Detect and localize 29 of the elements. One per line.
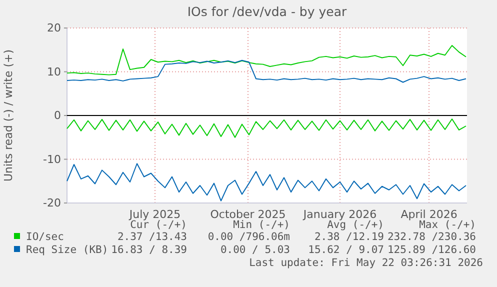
text: 0.00 / 5.03 [220,244,290,256]
y-tick-label: 0 [54,109,61,122]
text: Cur (-/+) [130,219,187,231]
line-series [66,118,466,138]
text: Max (-/+) [419,219,476,231]
x-tick-label: January 2026 [302,208,377,222]
y-tick-label: 20 [47,22,61,35]
text: 125.89 /126.60 [387,244,476,256]
legend-label: Req Size (KB) [26,244,108,256]
legend-label: IO/sec [26,231,64,243]
y-tick-label: -20 [43,196,61,210]
y-tick-label: 10 [47,65,61,78]
text: Avg (-/+) [327,219,384,231]
x-tick-label: April 2026 [400,208,458,222]
text: 232.78 /230.36 [387,231,476,243]
x-tick-label: October 2025 [210,208,286,222]
text: Min (-/+) [233,219,290,231]
text: 15.62 / 9.07 [308,244,384,256]
text: 2.37 /13.43 [117,231,187,243]
chart-title: IOs for /dev/vda - by year [187,4,348,19]
text: 0.00 /796.06m [208,231,290,243]
y-tick-label: -10 [43,152,61,166]
text: 16.83 / 8.39 [111,244,187,256]
line-series [66,60,466,83]
text: Last update: Fri May 22 03:26:31 2026 [249,257,483,269]
x-tick-label: July 2025 [128,208,181,222]
line-series [66,45,466,76]
y-axis-title: Units read (-) / write (+) [2,49,15,182]
text: 2.38 /12.19 [314,231,384,243]
